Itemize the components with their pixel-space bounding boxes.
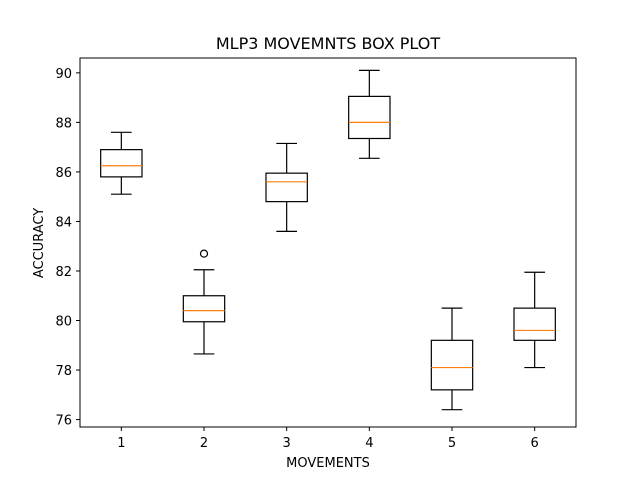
box-iqr [513, 307, 556, 341]
x-axis-label: MOVEMENTS [286, 456, 370, 471]
x-tick-label: 6 [531, 436, 539, 451]
box-iqr [265, 172, 308, 203]
chart-title: MLP3 MOVEMNTS BOX PLOT [216, 34, 440, 53]
box-iqr [100, 149, 143, 178]
y-tick-label: 86 [55, 166, 72, 181]
y-tick-label: 88 [55, 116, 72, 131]
y-tick-label: 76 [55, 414, 72, 429]
y-tick-label: 82 [55, 265, 72, 280]
outlier-point [199, 249, 209, 258]
y-tick-label: 78 [55, 364, 72, 379]
axes-frame [79, 57, 577, 428]
x-tick-label: 4 [365, 436, 373, 451]
x-tick-label: 2 [200, 436, 208, 451]
y-tick-label: 84 [55, 215, 72, 230]
y-axis-label: ACCURACY [32, 208, 47, 278]
box-iqr [430, 339, 474, 391]
box-iqr [182, 295, 226, 323]
y-tick-label: 80 [55, 315, 72, 330]
box-iqr [348, 95, 391, 140]
x-tick-label: 5 [448, 436, 456, 451]
x-tick-label: 3 [283, 436, 291, 451]
plot-area: 76 78 80 82 84 86 88 90 1 2 3 4 5 6 [55, 57, 577, 451]
y-tick-label: 90 [55, 67, 72, 82]
x-tick-label: 1 [117, 436, 125, 451]
